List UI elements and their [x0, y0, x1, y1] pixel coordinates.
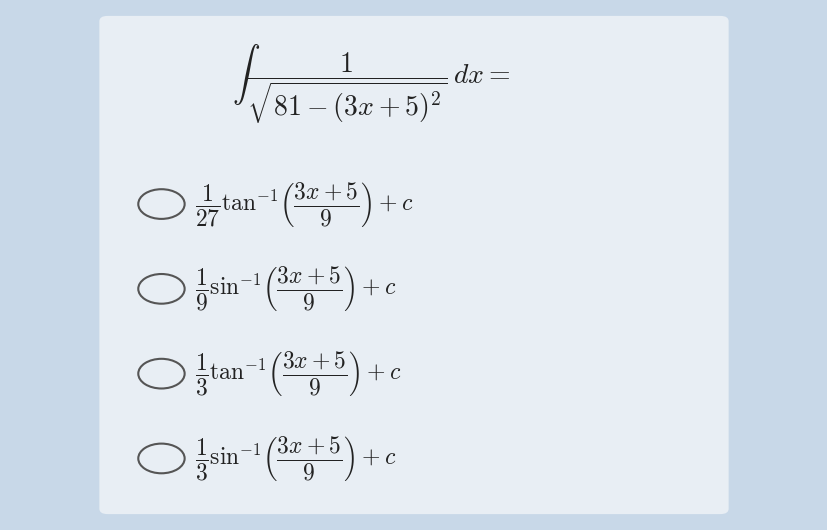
- FancyBboxPatch shape: [99, 16, 728, 514]
- Text: $\dfrac{1}{9}\sin^{-1}\!\left(\dfrac{3x+5}{9}\right) + c$: $\dfrac{1}{9}\sin^{-1}\!\left(\dfrac{3x+…: [194, 264, 395, 313]
- Text: $\dfrac{1}{27}\tan^{-1}\!\left(\dfrac{3x+5}{9}\right) + c$: $\dfrac{1}{27}\tan^{-1}\!\left(\dfrac{3x…: [194, 180, 413, 228]
- Text: $\dfrac{1}{3}\sin^{-1}\!\left(\dfrac{3x+5}{9}\right) + c$: $\dfrac{1}{3}\sin^{-1}\!\left(\dfrac{3x+…: [194, 434, 395, 483]
- Text: $\int \dfrac{1}{\sqrt{81-(3x+5)^2}}\,dx =$: $\int \dfrac{1}{\sqrt{81-(3x+5)^2}}\,dx …: [232, 43, 509, 126]
- Text: $\dfrac{1}{3}\tan^{-1}\!\left(\dfrac{3x+5}{9}\right) + c$: $\dfrac{1}{3}\tan^{-1}\!\left(\dfrac{3x+…: [194, 349, 400, 398]
